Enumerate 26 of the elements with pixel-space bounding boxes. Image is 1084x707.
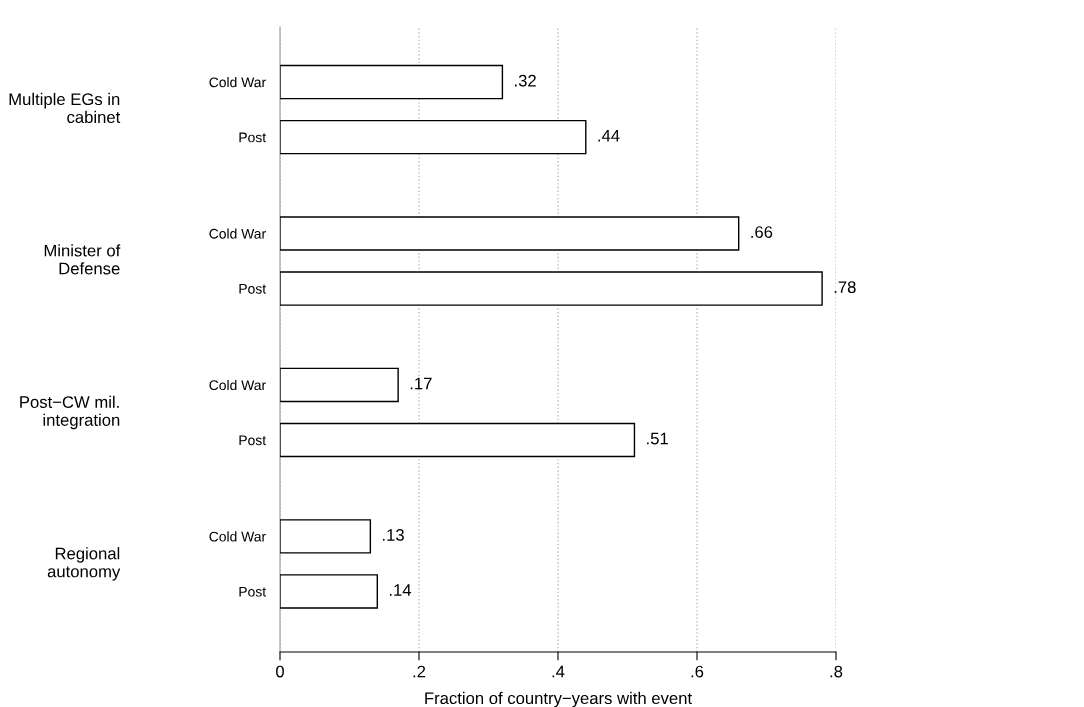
y-tick-label: Post	[239, 284, 267, 294]
text: Post−CW mil. integration	[20, 395, 120, 430]
y-tick-label: Cold War	[209, 531, 266, 542]
data-label: .44	[598, 129, 620, 142]
x-tick-label: .2	[413, 665, 426, 678]
data-label: .14	[389, 584, 412, 596]
data-label: .51	[647, 432, 668, 445]
data-label: .66	[751, 226, 773, 238]
data-label: .13	[382, 529, 404, 541]
x-tick-label: 0	[276, 665, 284, 678]
y-tick-label: Post	[239, 132, 267, 143]
data-label: .17	[410, 377, 432, 390]
text: Multiple EGs in cabinet	[9, 92, 121, 124]
y-tick-label: Post	[239, 435, 267, 446]
x-tick-label: .8	[830, 665, 843, 678]
x-tick-label: .6	[691, 665, 704, 678]
data-label: .78	[834, 281, 856, 294]
x-tick-label: .4	[552, 665, 565, 678]
text: Regional autonomy	[47, 547, 121, 581]
y-tick-label: Cold War	[209, 228, 266, 239]
text: Minister of Defense	[44, 244, 121, 275]
x-axis-title: Fraction of country−years with event	[425, 691, 692, 707]
y-tick-label: Post	[239, 586, 267, 597]
y-tick-label: Cold War	[209, 77, 266, 88]
y-tick-label: Cold War	[209, 379, 266, 391]
data-label: .32	[515, 74, 536, 87]
